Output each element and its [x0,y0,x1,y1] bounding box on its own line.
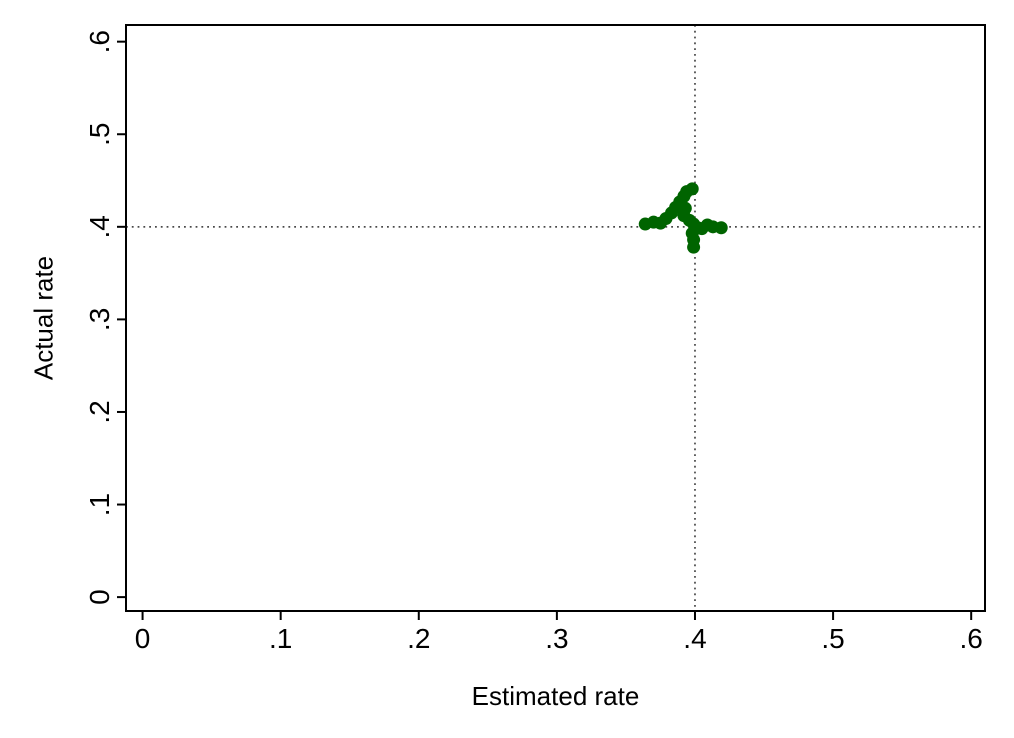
y-axis-tick-label: .4 [84,215,115,238]
x-axis-tick-label: 0 [135,623,151,654]
y-axis-title: Actual rate [28,255,59,381]
x-axis-tick-label: .2 [407,623,430,654]
plot-border [125,24,986,612]
data-point [714,221,728,235]
y-axis-tick-label: .1 [84,493,115,516]
data-point [687,240,701,254]
y-axis-tick-label: .2 [84,400,115,423]
y-axis-tick-label: .5 [84,123,115,146]
x-axis-tick-label: .6 [960,623,983,654]
x-axis-tick-label: .1 [269,623,292,654]
data-point [685,182,699,196]
y-axis-tick-label: .6 [84,30,115,53]
y-axis-tick-label: .3 [84,308,115,331]
y-axis-tick-label: 0 [84,589,115,605]
x-axis-title: Estimated rate [471,681,640,711]
x-axis-tick-label: .4 [683,623,706,654]
x-axis-tick-label: .5 [821,623,844,654]
x-axis-tick-label: .3 [545,623,568,654]
